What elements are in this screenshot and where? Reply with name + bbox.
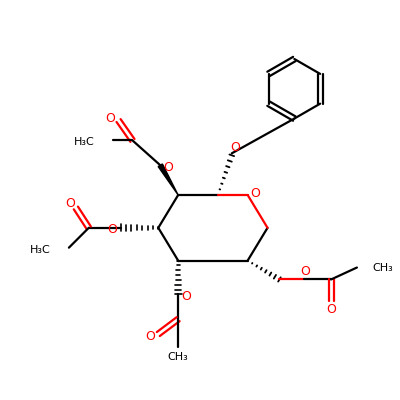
Text: H₃C: H₃C xyxy=(74,138,95,148)
Text: O: O xyxy=(300,265,310,278)
Text: O: O xyxy=(65,198,75,210)
Text: O: O xyxy=(106,112,116,125)
Text: O: O xyxy=(326,303,336,316)
Text: CH₃: CH₃ xyxy=(168,352,188,362)
Text: O: O xyxy=(181,290,191,303)
Text: O: O xyxy=(230,141,240,154)
Text: O: O xyxy=(163,161,173,174)
Text: O: O xyxy=(108,223,118,236)
Polygon shape xyxy=(158,164,178,195)
Text: H₃C: H₃C xyxy=(30,245,51,255)
Text: CH₃: CH₃ xyxy=(373,262,394,272)
Text: O: O xyxy=(146,330,155,342)
Text: O: O xyxy=(251,186,260,200)
